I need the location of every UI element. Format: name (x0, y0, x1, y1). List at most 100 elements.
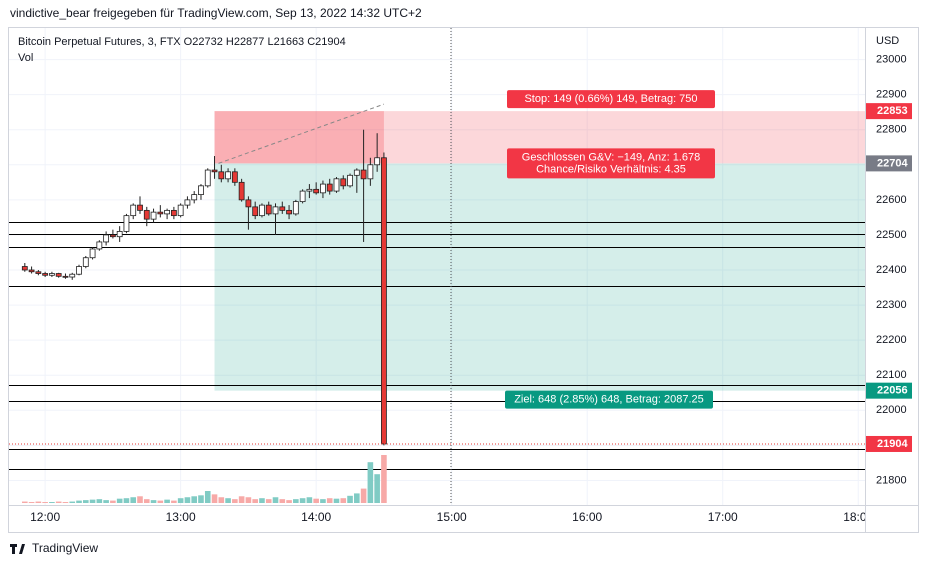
logo (10, 544, 25, 554)
candle-body (123, 215, 130, 232)
volume-bar (340, 498, 347, 503)
candle-body (177, 204, 184, 217)
candle-body (137, 204, 143, 211)
candle-body (150, 211, 157, 220)
candle-body (225, 171, 231, 180)
candle-body (157, 211, 164, 215)
volume-bar (354, 493, 360, 503)
volume-bar (204, 491, 211, 503)
candle-body (89, 248, 96, 259)
volume-bar (326, 498, 333, 503)
annotation-bg (505, 390, 713, 409)
volume-bar (143, 499, 150, 503)
y-tick-label: 22100 (876, 369, 907, 381)
volume-bar (137, 496, 143, 503)
y-tick-label: 22400 (876, 264, 907, 276)
price-label-bg (866, 155, 912, 172)
y-tick-label: 22300 (876, 299, 907, 311)
annotation-bg (507, 148, 715, 179)
volume-bar (130, 497, 137, 503)
plot (9, 28, 865, 505)
candle-body (164, 209, 171, 215)
y-tick-label: 22600 (876, 194, 907, 206)
candle-body (360, 169, 367, 180)
candle-body (231, 171, 238, 183)
volume-bar (313, 498, 319, 503)
candle-body (82, 257, 89, 267)
trade-path (218, 103, 385, 164)
volume-bar (42, 502, 48, 503)
candle-body (184, 199, 191, 206)
volume-bar (55, 501, 62, 503)
candle-body (245, 199, 252, 208)
x-axis: 12:00 13:00 14:00 15:00 16:00 17:00 18:00 (30, 510, 873, 524)
price-label: 22853 (877, 105, 908, 117)
stop-zone-active (214, 111, 384, 164)
candle-body (55, 273, 62, 277)
candle-body (333, 178, 340, 192)
annotation-bg (507, 90, 715, 109)
y-tick-label: 22900 (876, 89, 907, 101)
volume-bar (245, 497, 252, 503)
candle-body (143, 209, 150, 220)
candle-body (69, 273, 76, 278)
volume-bar (374, 474, 380, 503)
x-tick-label: 13:00 (166, 510, 196, 524)
volume-bar (238, 496, 245, 503)
volume-bar (293, 499, 299, 503)
price-label-bg (866, 435, 912, 452)
x-tick-label: 16:00 (572, 510, 602, 524)
candle-body (96, 241, 103, 250)
candle-body (204, 169, 211, 187)
x-tick-label: 17:00 (708, 510, 738, 524)
header: vindictive_bear freigegeben für TradingV… (10, 6, 422, 20)
volume-bar (232, 499, 238, 503)
candle-body (130, 204, 137, 217)
candle-body (238, 181, 245, 201)
x-tick-label: 15:00 (437, 510, 467, 524)
candle-body (381, 157, 387, 445)
candle-body (170, 209, 177, 217)
volume-bar (28, 502, 35, 503)
annotation: Stop: 149 (0.66%) 149, Betrag: 750 (524, 93, 697, 105)
volume-bar (177, 498, 184, 503)
annotation: Ziel: 648 (2.85%) 648, Betrag: 2087.25 (514, 394, 704, 406)
y-tick-label: 21800 (876, 474, 907, 486)
volume-bar (286, 500, 292, 503)
y-tick-label: 23000 (876, 53, 907, 65)
candle-body (340, 178, 347, 187)
candle-body (116, 231, 123, 238)
candle-body (28, 269, 35, 273)
volume-bar (347, 495, 353, 503)
volume-bar (211, 494, 218, 503)
volume-bar (76, 500, 82, 503)
x-tick-label: 18:00 (843, 510, 873, 524)
annotation: Geschlossen G&V: −149, Anz: 1.678 (522, 151, 700, 163)
price-label: 22056 (877, 385, 908, 397)
volume-bar (333, 498, 340, 503)
volume-bar (272, 497, 279, 503)
candle-body (326, 183, 333, 192)
volume-bar (191, 496, 198, 503)
candle-body (198, 185, 204, 195)
legend: Bitcoin Perpetual Futures, 3, FTX O22732… (18, 36, 346, 48)
volume-bar (252, 499, 258, 503)
volume-bar (367, 462, 374, 503)
volume-bar (218, 497, 225, 503)
volume-bar (123, 498, 130, 503)
price-label: 21904 (877, 438, 908, 450)
candle-body (286, 209, 292, 215)
y-tick-label: 22200 (876, 334, 907, 346)
candle-body (252, 206, 259, 217)
volume-bar (164, 499, 170, 503)
candle-body (49, 273, 55, 276)
candle-body (265, 204, 272, 215)
volume-bar (22, 501, 28, 503)
candle-body (76, 266, 82, 275)
price-label-bg (866, 103, 912, 120)
price-label: 22704 (877, 157, 908, 169)
footer: TradingView (32, 541, 98, 555)
target-zone (214, 163, 865, 391)
volume-bar (89, 499, 96, 503)
candle-body (42, 273, 49, 276)
